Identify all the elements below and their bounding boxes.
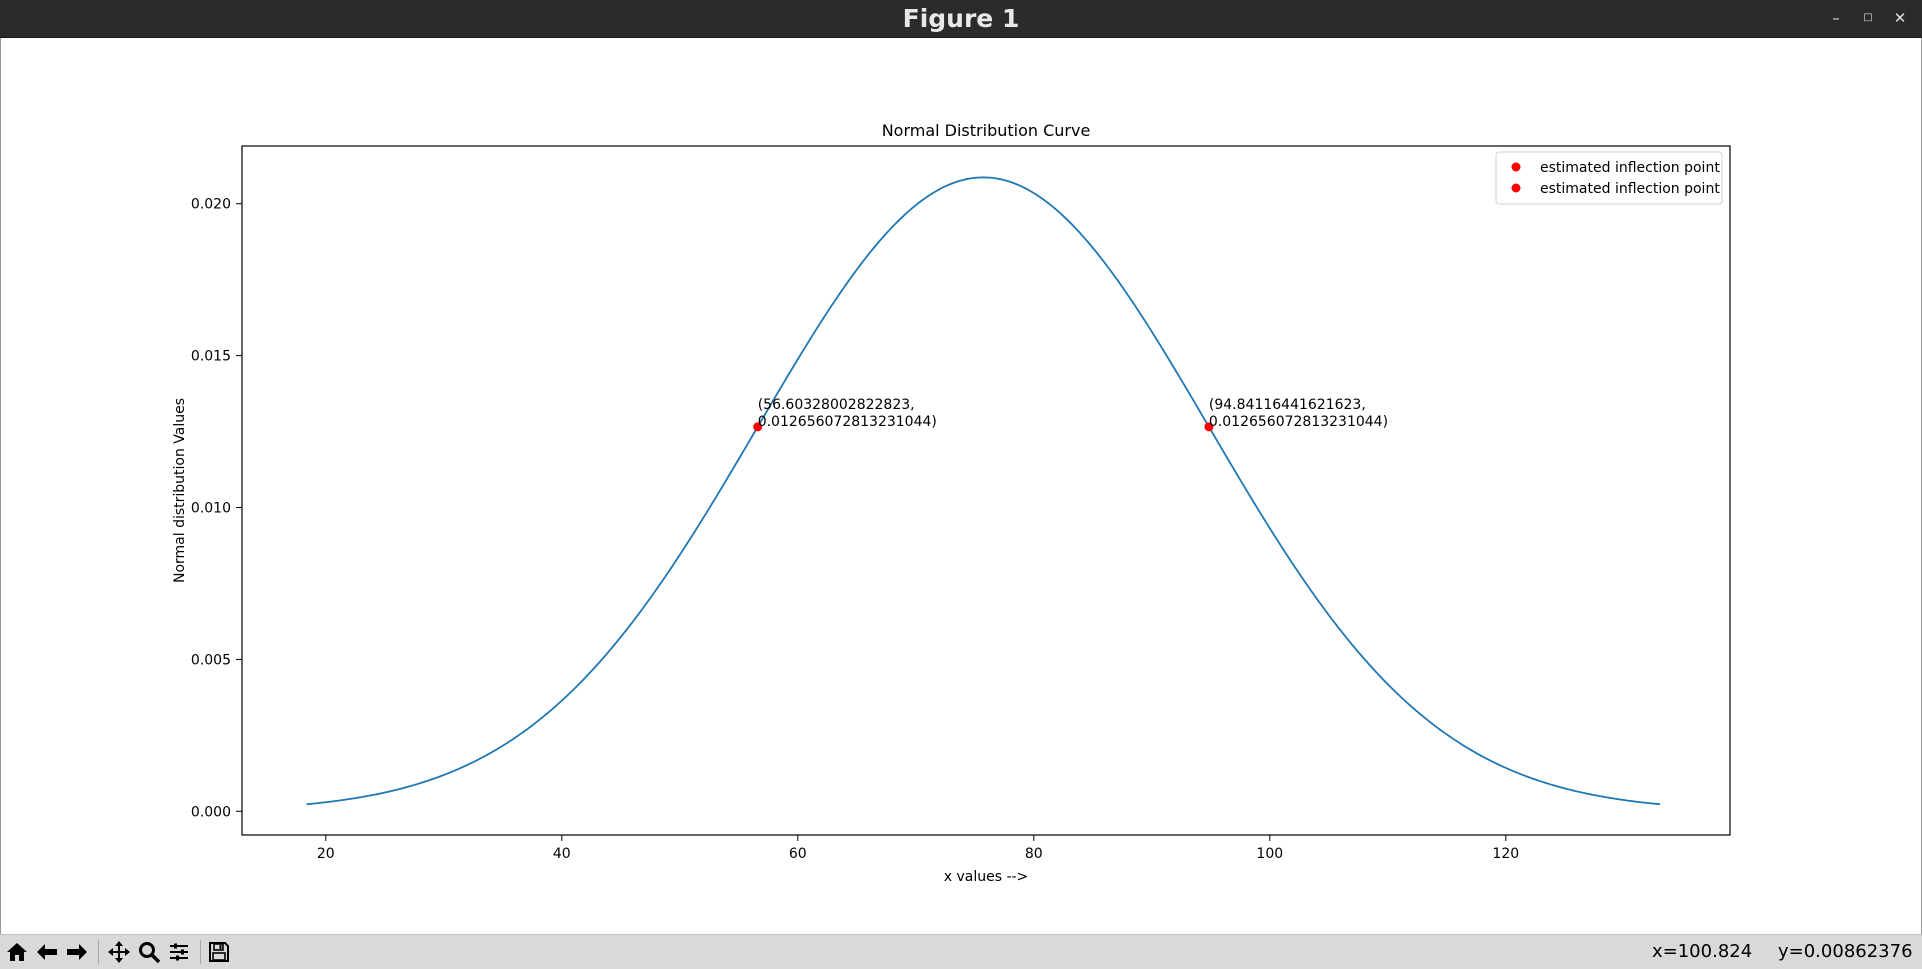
inflection-point-marker	[1204, 422, 1214, 432]
x-tick-label: 60	[789, 846, 807, 862]
normal-curve-line	[306, 176, 1661, 806]
minimize-icon[interactable]: –	[1832, 9, 1840, 27]
inflection-point-label: 0.012656072813231044)	[1209, 414, 1388, 430]
y-axis-label: Normal distribution Values	[172, 398, 188, 583]
toolbar-separator	[98, 940, 99, 964]
inflection-point-label: 0.012656072813231044)	[758, 414, 937, 430]
inflection-point-label: (56.60328002822823,	[758, 397, 915, 413]
close-icon[interactable]: ✕	[1893, 9, 1907, 27]
configure-subplots-icon[interactable]	[166, 939, 192, 965]
y-tick-label: 0.020	[191, 197, 231, 213]
navigation-toolbar: x=100.824 y=0.00862376	[0, 934, 1922, 969]
y-tick-label: 0.015	[191, 349, 231, 365]
inflection-point-label: (94.84116441621623,	[1209, 397, 1366, 413]
pan-icon[interactable]	[106, 939, 132, 965]
legend-label: estimated inflection point	[1540, 181, 1720, 197]
window-titlebar: Figure 1 – □ ✕	[0, 0, 1922, 38]
forward-arrow-icon[interactable]	[64, 939, 90, 965]
y-tick-label: 0.010	[191, 501, 231, 517]
back-arrow-icon[interactable]	[34, 939, 60, 965]
inflection-point-marker	[753, 422, 763, 432]
figure-canvas[interactable]: Normal Distribution Curve 20 40 60 80 100 120 0…	[0, 38, 1922, 934]
chart-title: Normal Distribution Curve	[882, 121, 1091, 140]
x-coordinate-readout: x=100.824	[1652, 941, 1753, 962]
y-tick-label: 0.000	[191, 804, 231, 820]
legend-marker	[1511, 183, 1521, 193]
x-tick-label: 120	[1492, 846, 1519, 862]
x-tick-label: 100	[1256, 846, 1283, 862]
x-axis-label: x values -->	[944, 869, 1029, 885]
y-tick-label: 0.005	[191, 652, 231, 668]
save-icon[interactable]	[206, 939, 232, 965]
x-tick-label: 20	[317, 846, 335, 862]
y-coordinate-readout: y=0.00862376	[1778, 941, 1913, 962]
legend-marker	[1511, 162, 1521, 172]
x-tick-label: 40	[553, 846, 571, 862]
legend-box	[1495, 151, 1723, 205]
home-icon[interactable]	[4, 939, 30, 965]
legend-label: estimated inflection point	[1540, 160, 1720, 176]
toolbar-separator	[200, 940, 201, 964]
axes-frame	[241, 145, 1731, 836]
zoom-icon[interactable]	[136, 939, 162, 965]
window-title: Figure 1	[902, 4, 1020, 33]
maximize-icon[interactable]: □	[1863, 12, 1873, 23]
plot-figure: Normal Distribution Curve 20 40 60 80 100 120 0…	[172, 121, 1731, 885]
x-tick-label: 80	[1025, 846, 1043, 862]
